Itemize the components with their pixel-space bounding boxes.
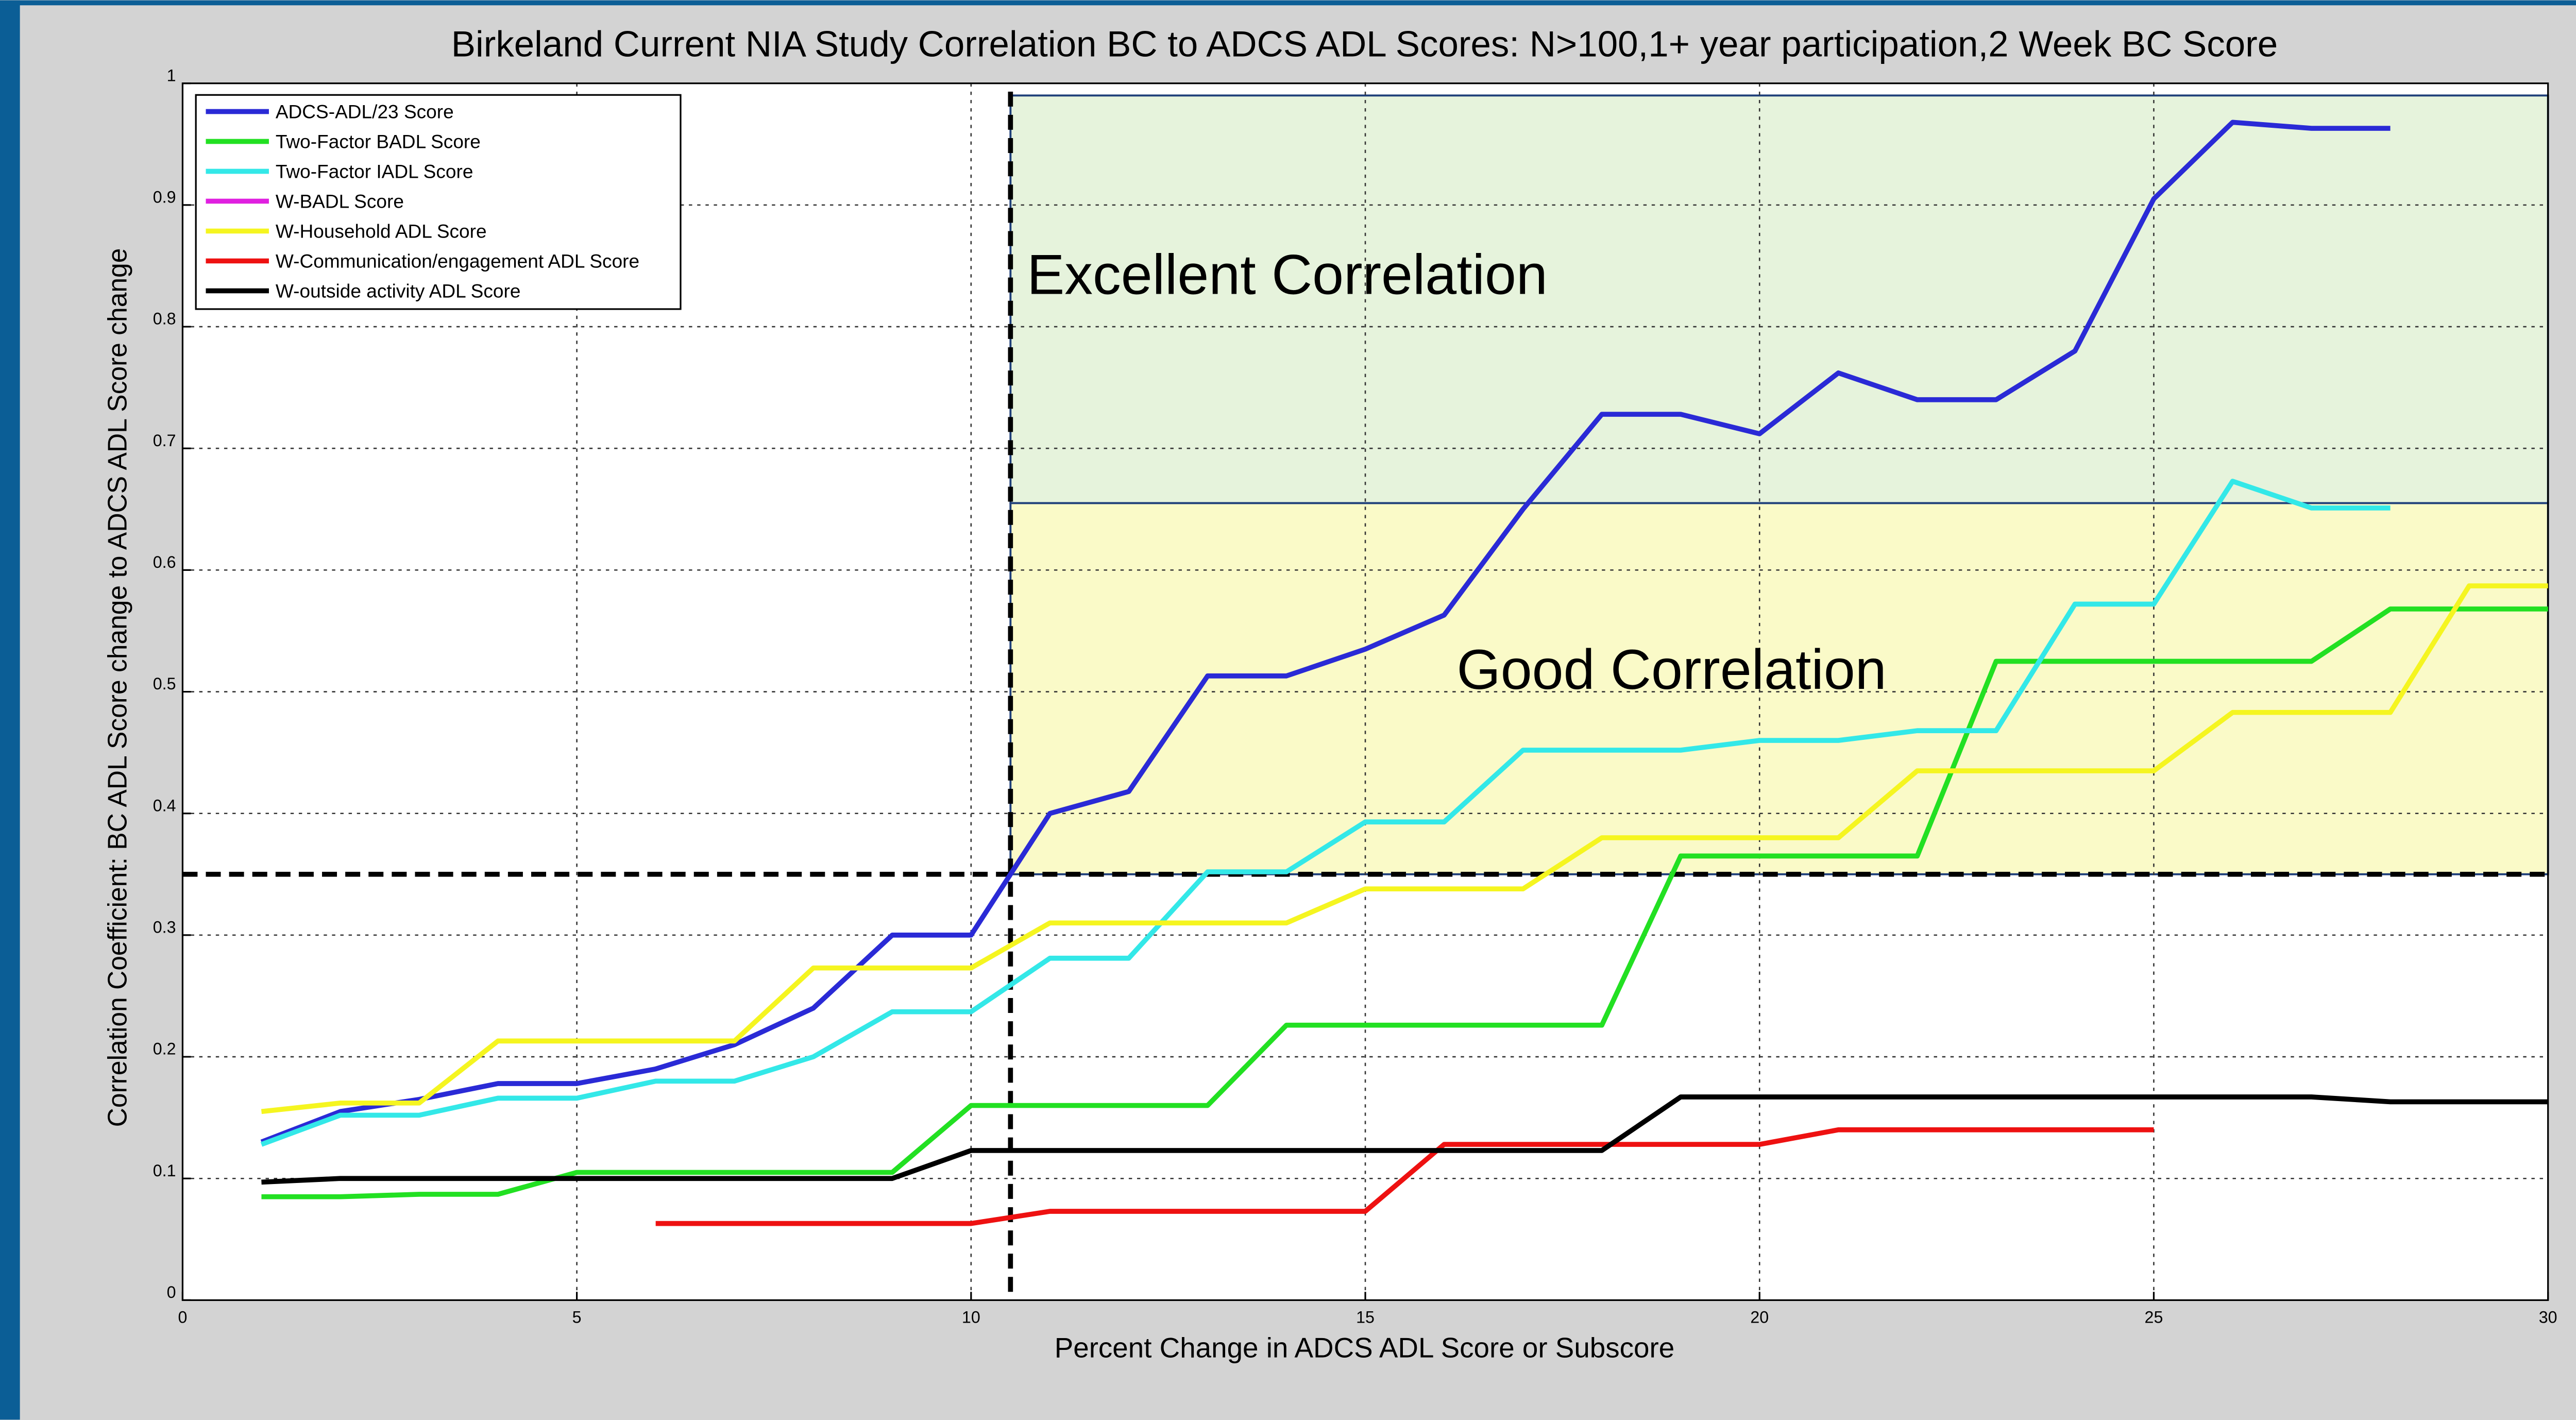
y-tick-label: 0.9 bbox=[153, 188, 176, 207]
y-tick-label: 0 bbox=[167, 1283, 176, 1301]
y-tick-label: 0.5 bbox=[153, 674, 176, 693]
y-tick-label: 0.2 bbox=[153, 1040, 176, 1058]
x-tick-label: 5 bbox=[572, 1308, 582, 1326]
y-tick-label: 0.3 bbox=[153, 918, 176, 937]
chart-title: Birkeland Current NIA Study Correlation … bbox=[451, 24, 2278, 65]
x-tick-label: 0 bbox=[178, 1308, 187, 1326]
y-tick-label: 0.8 bbox=[153, 310, 176, 328]
legend-box bbox=[195, 94, 682, 310]
series-line bbox=[261, 606, 2548, 1199]
x-tick-label: 30 bbox=[2539, 1308, 2557, 1326]
y-axis-label: Correlation Coefficient: BC ADL Score ch… bbox=[103, 248, 132, 1127]
legend-label: Two-Factor BADL Score bbox=[276, 130, 481, 152]
legend-label: W-BADL Score bbox=[276, 190, 404, 212]
legend-label: W-Communication/engagement ADL Score bbox=[276, 250, 639, 272]
x-tick-label: 25 bbox=[2145, 1308, 2163, 1326]
region bbox=[1009, 94, 2549, 504]
legend-label: W-Household ADL Score bbox=[276, 220, 487, 242]
y-tick-label: 0.1 bbox=[153, 1161, 176, 1180]
x-tick-label: 20 bbox=[1750, 1308, 1769, 1326]
x-axis-label: Percent Change in ADCS ADL Score or Subs… bbox=[1055, 1332, 1674, 1364]
series-line bbox=[655, 1127, 2154, 1226]
legend-label: ADCS-ADL/23 Score bbox=[276, 100, 454, 122]
x-tick-label: 10 bbox=[962, 1308, 980, 1326]
annotation: Good Correlation bbox=[1457, 638, 1887, 701]
y-tick-label: 0.7 bbox=[153, 431, 176, 450]
y-tick-label: 0.4 bbox=[153, 796, 176, 815]
series-line bbox=[260, 479, 2391, 1147]
y-tick-label: 0.6 bbox=[153, 553, 176, 571]
series-line bbox=[260, 120, 2391, 1144]
x-tick-label: 15 bbox=[1356, 1308, 1375, 1326]
legend-label: Two-Factor IADL Score bbox=[276, 160, 473, 182]
series-line bbox=[261, 1094, 2548, 1185]
y-tick-label: 1 bbox=[167, 66, 176, 84]
series-line bbox=[261, 583, 2548, 1114]
border bbox=[0, 0, 20, 1420]
annotation: Excellent Correlation bbox=[1027, 243, 1548, 306]
legend-label: W-outside activity ADL Score bbox=[276, 280, 521, 301]
plot-frame bbox=[181, 82, 2549, 1301]
border bbox=[0, 0, 2576, 6]
